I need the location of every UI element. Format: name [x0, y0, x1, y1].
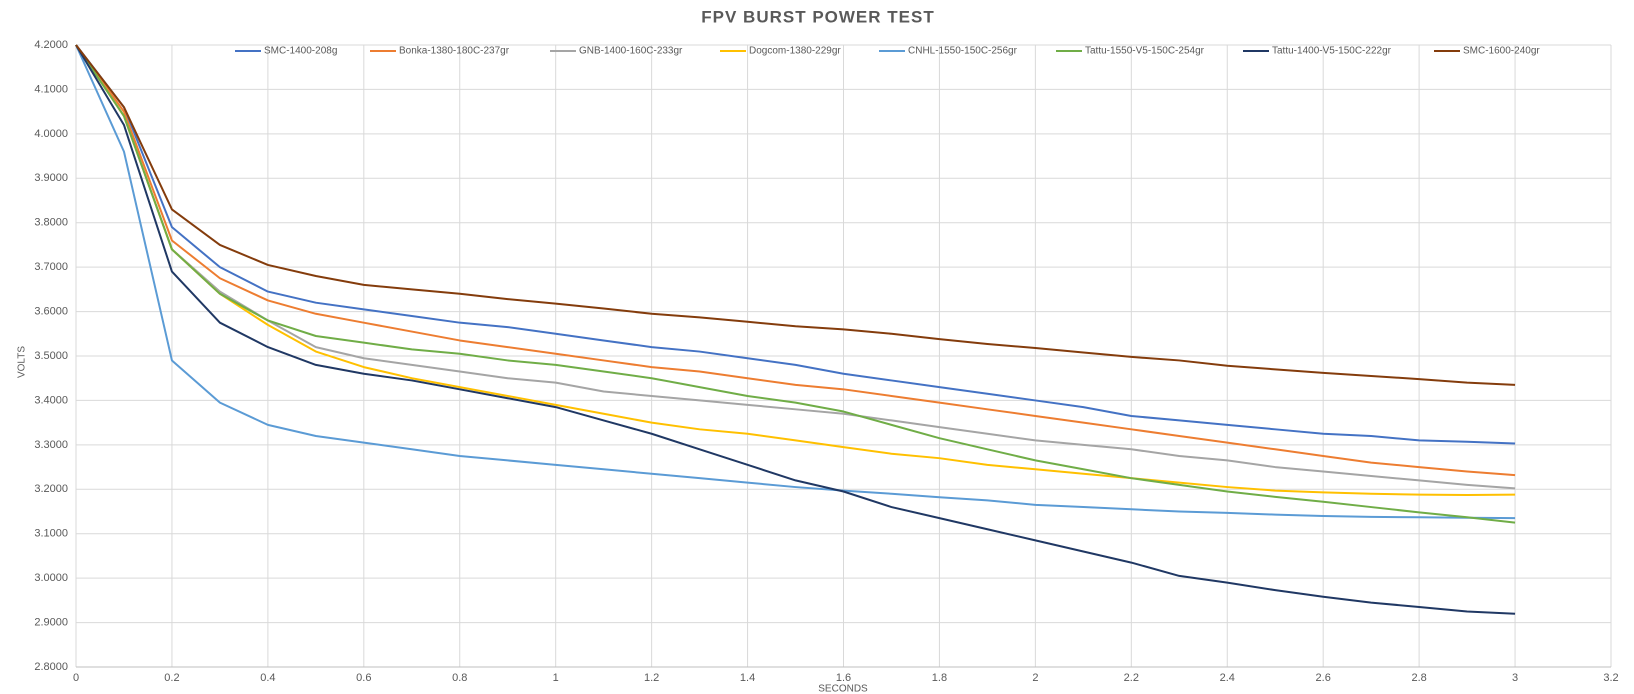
y-tick-label: 3.9000 — [34, 172, 68, 184]
y-tick-label: 3.2000 — [34, 483, 68, 495]
x-tick-label: 2.6 — [1316, 672, 1331, 684]
y-tick-label: 3.3000 — [34, 439, 68, 451]
x-tick-label: 1.4 — [740, 672, 755, 684]
x-tick-label: 0 — [73, 672, 79, 684]
y-axis-label: VOLTS — [17, 346, 28, 378]
x-tick-label: 2 — [1032, 672, 1038, 684]
legend-label: Dogcom-1380-229gr — [749, 46, 841, 57]
series-line — [75, 44, 1516, 524]
y-tick-label: 3.0000 — [34, 572, 68, 584]
x-tick-label: 2.8 — [1411, 672, 1426, 684]
legend-label: GNB-1400-160C-233gr — [579, 46, 683, 57]
y-tick-label: 3.7000 — [34, 261, 68, 273]
y-tick-label: 2.8000 — [34, 661, 68, 673]
x-tick-label: 3.2 — [1603, 672, 1618, 684]
legend-label: Tattu-1400-V5-150C-222gr — [1272, 46, 1392, 57]
series-line — [75, 44, 1516, 497]
legend-label: SMC-1600-240gr — [1463, 46, 1540, 57]
y-tick-label: 4.1000 — [34, 83, 68, 95]
x-tick-label: 1.6 — [836, 672, 851, 684]
x-tick-label: 1.8 — [932, 672, 947, 684]
chart-title: FPV BURST POWER TEST — [701, 7, 934, 26]
y-tick-label: 4.0000 — [34, 128, 68, 140]
y-tick-label: 3.8000 — [34, 217, 68, 229]
y-tick-label: 2.9000 — [34, 616, 68, 628]
x-tick-label: 0.8 — [452, 672, 467, 684]
y-tick-label: 3.6000 — [34, 305, 68, 317]
y-tick-label: 4.2000 — [34, 39, 68, 51]
x-tick-label: 0.2 — [164, 672, 179, 684]
x-tick-label: 2.2 — [1124, 672, 1139, 684]
legend-label: Bonka-1380-180C-237gr — [399, 46, 510, 57]
series-line — [75, 44, 1516, 477]
series-line — [75, 44, 1516, 386]
series-line — [75, 44, 1516, 445]
y-tick-label: 3.1000 — [34, 528, 68, 540]
legend-label: Tattu-1550-V5-150C-254gr — [1085, 46, 1205, 57]
y-tick-label: 3.4000 — [34, 394, 68, 406]
series-line — [75, 44, 1516, 490]
x-tick-label: 1 — [553, 672, 559, 684]
series-line — [75, 44, 1516, 615]
x-tick-label: 0.4 — [260, 672, 275, 684]
x-tick-label: 2.4 — [1220, 672, 1235, 684]
legend-label: SMC-1400-208g — [264, 46, 337, 57]
x-tick-label: 0.6 — [356, 672, 371, 684]
x-tick-label: 3 — [1512, 672, 1518, 684]
series-line — [75, 44, 1516, 520]
legend-label: CNHL-1550-150C-256gr — [908, 46, 1018, 57]
x-axis-label: SECONDS — [818, 684, 868, 694]
y-tick-label: 3.5000 — [34, 350, 68, 362]
x-tick-label: 1.2 — [644, 672, 659, 684]
